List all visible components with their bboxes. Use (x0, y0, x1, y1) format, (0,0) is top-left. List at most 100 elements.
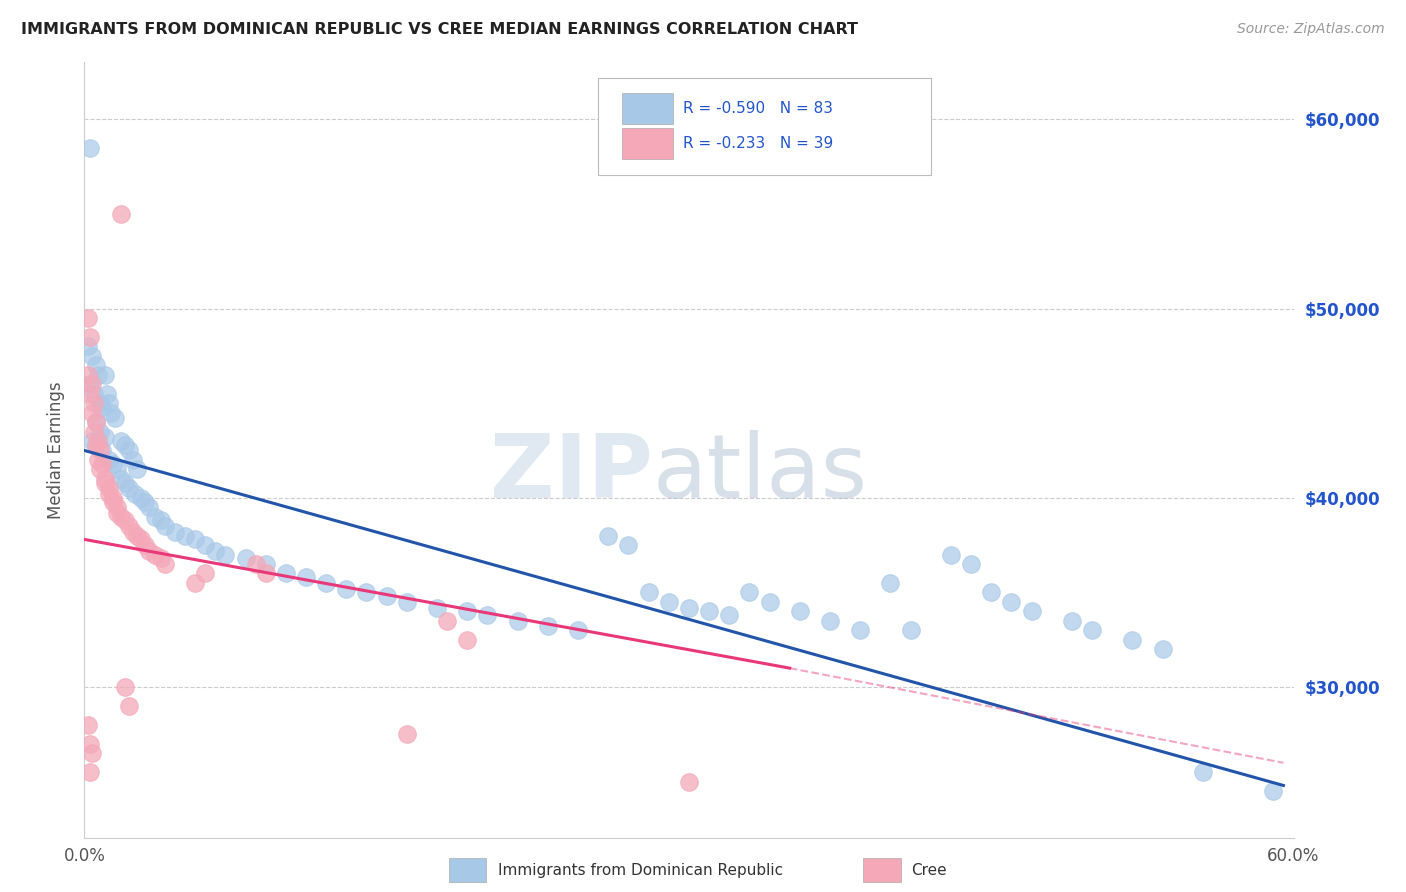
Point (105, 500, 128, 515)
FancyBboxPatch shape (623, 93, 673, 124)
Point (82, 406, 104, 420)
Point (697, 604, 720, 618)
Point (436, 614, 458, 628)
Point (165, 524, 187, 539)
Point (82, 377, 104, 392)
Y-axis label: Median Earnings: Median Earnings (46, 382, 65, 519)
Point (91, 400, 114, 414)
Point (1121, 632, 1143, 647)
Point (82, 747, 104, 761)
Point (89, 462, 111, 476)
Point (456, 632, 478, 647)
Text: R = -0.590   N = 83: R = -0.590 N = 83 (683, 101, 832, 116)
Point (79, 765, 101, 780)
Point (204, 543, 226, 558)
Point (1263, 784, 1285, 798)
Point (93, 368, 115, 382)
Point (153, 519, 176, 533)
Point (118, 443, 141, 458)
Point (678, 774, 700, 789)
Point (143, 548, 166, 562)
Point (91, 443, 114, 458)
Point (86, 438, 108, 452)
Point (174, 528, 197, 542)
Point (87, 368, 110, 382)
Point (184, 576, 207, 591)
Text: ZIP: ZIP (489, 430, 652, 517)
Point (125, 462, 148, 476)
Point (101, 457, 124, 471)
Point (637, 585, 659, 599)
Point (86, 415, 108, 429)
Point (77, 339, 100, 353)
Point (1192, 765, 1215, 780)
Point (105, 462, 128, 476)
Point (617, 538, 640, 552)
Point (114, 514, 136, 528)
Point (100, 406, 122, 420)
Point (97, 481, 120, 495)
Point (980, 585, 1002, 599)
Point (77, 368, 100, 382)
Point (77, 718, 100, 732)
Point (149, 514, 172, 528)
Point (194, 566, 217, 581)
Point (79, 377, 101, 392)
Text: Immigrants from Dominican Republic: Immigrants from Dominican Republic (498, 863, 783, 878)
Point (83, 396, 105, 410)
Point (79, 737, 101, 751)
Point (93, 430, 115, 444)
Point (89, 443, 111, 458)
Point (83, 425, 105, 439)
Point (110, 472, 132, 486)
Point (134, 538, 156, 552)
Point (97, 396, 120, 410)
Point (105, 506, 128, 520)
Point (738, 585, 761, 599)
Point (506, 614, 529, 628)
Point (104, 411, 127, 425)
Point (89, 425, 111, 439)
Point (658, 595, 681, 609)
Point (1000, 595, 1022, 609)
Text: Cree: Cree (911, 863, 946, 878)
Text: R = -0.233   N = 39: R = -0.233 N = 39 (683, 136, 834, 152)
FancyBboxPatch shape (623, 128, 673, 160)
Point (1060, 614, 1083, 628)
Point (114, 475, 136, 490)
Point (89, 396, 111, 410)
Point (235, 551, 257, 566)
Point (254, 566, 277, 581)
Point (598, 528, 620, 542)
Point (295, 570, 318, 584)
Point (849, 624, 872, 638)
Point (356, 585, 378, 599)
Point (149, 551, 172, 566)
Text: atlas: atlas (652, 430, 868, 517)
Point (214, 548, 236, 562)
Point (960, 557, 983, 571)
Point (118, 519, 141, 533)
Point (395, 595, 418, 609)
Point (718, 608, 741, 623)
Point (82, 349, 104, 363)
Point (758, 595, 780, 609)
Point (477, 608, 499, 623)
Point (879, 576, 901, 591)
Point (79, 330, 101, 344)
Point (110, 434, 132, 448)
Point (91, 457, 114, 471)
Point (110, 509, 132, 524)
Point (87, 434, 110, 448)
Point (79, 386, 101, 401)
Point (77, 310, 100, 325)
Point (83, 386, 105, 401)
Point (678, 600, 700, 615)
Point (93, 475, 115, 490)
Point (335, 582, 357, 596)
Point (245, 557, 267, 571)
Point (1152, 642, 1174, 657)
Point (97, 487, 120, 501)
Point (134, 494, 156, 508)
Point (86, 415, 108, 429)
